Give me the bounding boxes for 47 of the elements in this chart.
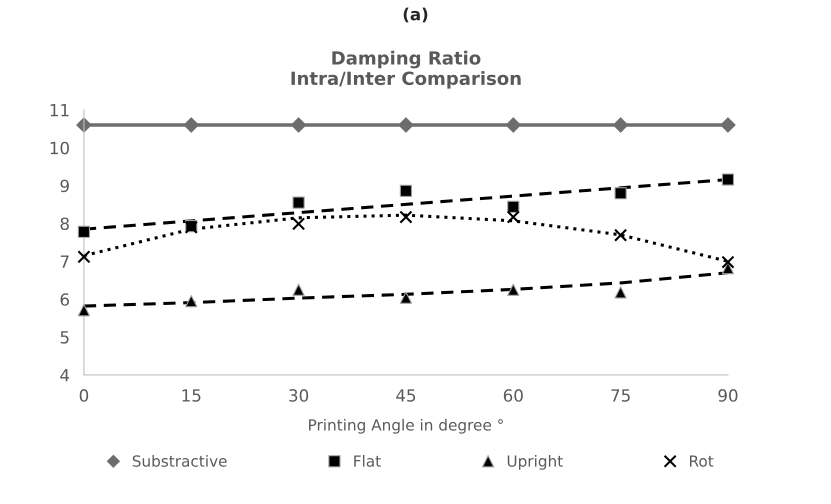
point xyxy=(720,117,736,133)
point xyxy=(506,210,520,224)
y-tick-label: 9 xyxy=(60,180,69,192)
point xyxy=(507,284,520,296)
x-tick-label: 0 xyxy=(80,389,88,402)
point xyxy=(292,217,306,230)
point xyxy=(398,117,414,133)
y-tick-label: 5 xyxy=(60,331,69,344)
point xyxy=(614,286,627,299)
legend-label: Upright xyxy=(508,455,563,470)
x-tick-label: 75 xyxy=(611,389,630,402)
x-tick-label: 45 xyxy=(396,389,416,402)
point xyxy=(77,250,91,264)
legend-label: Rot xyxy=(690,455,714,467)
x-axis-title: Printing Angle in degree ° xyxy=(309,418,503,434)
point xyxy=(78,304,90,316)
x-tick-label: 15 xyxy=(182,389,200,402)
point xyxy=(721,256,735,269)
point xyxy=(184,117,199,133)
point xyxy=(506,117,521,133)
point xyxy=(78,226,90,238)
point xyxy=(185,295,198,308)
x-tick-label: 60 xyxy=(504,389,523,402)
legend-label: Flat xyxy=(354,455,381,467)
point xyxy=(614,228,628,242)
chart-title: Damping Ratio Intra/Inter Comparison xyxy=(292,50,521,89)
legend-label: Substractive xyxy=(132,455,227,467)
y-tick-label: 7 xyxy=(60,256,69,268)
point xyxy=(400,184,412,198)
y-tick-label: 6 xyxy=(60,293,69,306)
point xyxy=(399,210,413,224)
point xyxy=(613,117,628,133)
point xyxy=(292,284,305,296)
point xyxy=(291,117,306,133)
text: (a) xyxy=(404,8,428,22)
point xyxy=(400,292,412,304)
y-tick-label: 11 xyxy=(50,104,69,116)
point xyxy=(722,262,734,274)
y-tick-label: 4 xyxy=(60,369,70,382)
point xyxy=(507,200,520,213)
point xyxy=(722,173,734,186)
x-tick-label: 30 xyxy=(289,389,308,402)
point xyxy=(292,196,305,209)
y-tick-label: 8 xyxy=(60,217,69,230)
x-tick-label: 90 xyxy=(718,389,738,402)
point xyxy=(614,187,627,200)
y-tick-label: 10 xyxy=(50,142,69,154)
